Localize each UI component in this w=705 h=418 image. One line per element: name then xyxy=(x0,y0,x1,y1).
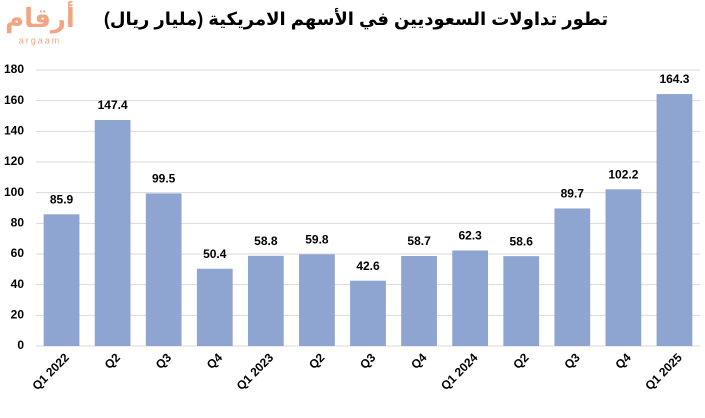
y-tick-label: 20 xyxy=(11,308,25,322)
logo-arabic: أرقام xyxy=(5,1,75,34)
data-label: 147.4 xyxy=(98,98,128,112)
x-tick-label: Q1 2023 xyxy=(234,350,277,393)
y-tick-label: 60 xyxy=(11,246,25,260)
x-tick-label: Q2 xyxy=(306,350,327,371)
y-tick-label: 100 xyxy=(4,185,24,199)
data-label: 164.3 xyxy=(659,72,689,86)
bar xyxy=(145,193,182,346)
bar xyxy=(94,119,131,346)
data-label: 42.6 xyxy=(356,259,380,273)
y-tick-label: 80 xyxy=(11,216,25,230)
data-label: 89.7 xyxy=(561,187,585,201)
bar xyxy=(43,214,80,346)
data-label: 58.7 xyxy=(407,234,431,248)
y-tick-label: 120 xyxy=(4,154,24,168)
chart-title: تطور تداولات السعوديين في الأسهم الامريك… xyxy=(104,8,608,30)
data-label: 50.4 xyxy=(203,247,227,261)
data-label: 99.5 xyxy=(152,172,176,186)
bar xyxy=(350,280,386,346)
x-tick-label: Q3 xyxy=(561,350,582,371)
x-tick-label: Q1 2024 xyxy=(438,350,481,393)
x-tick-label: Q4 xyxy=(204,350,225,371)
y-tick-label: 40 xyxy=(11,277,25,291)
x-tick-label: Q3 xyxy=(357,350,378,371)
data-label: 102.2 xyxy=(608,167,638,181)
x-tick-label: Q3 xyxy=(153,350,174,371)
y-tick-label: 140 xyxy=(4,124,24,138)
data-label: 59.8 xyxy=(305,232,329,246)
data-label: 58.8 xyxy=(254,234,278,248)
bar xyxy=(452,250,489,346)
bar xyxy=(656,94,693,346)
y-tick-label: 160 xyxy=(4,93,24,107)
x-tick-label: Q4 xyxy=(613,350,634,371)
x-tick-label: Q4 xyxy=(408,350,429,371)
x-tick-label: Q2 xyxy=(102,350,123,371)
x-tick-label: Q1 2022 xyxy=(29,350,72,393)
bar xyxy=(605,189,642,346)
x-tick-label: Q1 2025 xyxy=(642,350,685,393)
bar xyxy=(299,254,335,346)
bar xyxy=(554,208,591,346)
data-label: 58.6 xyxy=(510,234,534,248)
bar xyxy=(503,256,540,346)
y-tick-label: 180 xyxy=(4,62,24,76)
bar xyxy=(247,255,284,346)
data-label: 62.3 xyxy=(458,229,482,243)
bar xyxy=(401,255,437,346)
bar xyxy=(196,268,233,346)
x-tick-label: Q2 xyxy=(510,350,531,371)
y-tick-label: 0 xyxy=(17,338,24,352)
data-label: 85.9 xyxy=(50,192,74,206)
logo-latin: argaam xyxy=(19,35,62,45)
